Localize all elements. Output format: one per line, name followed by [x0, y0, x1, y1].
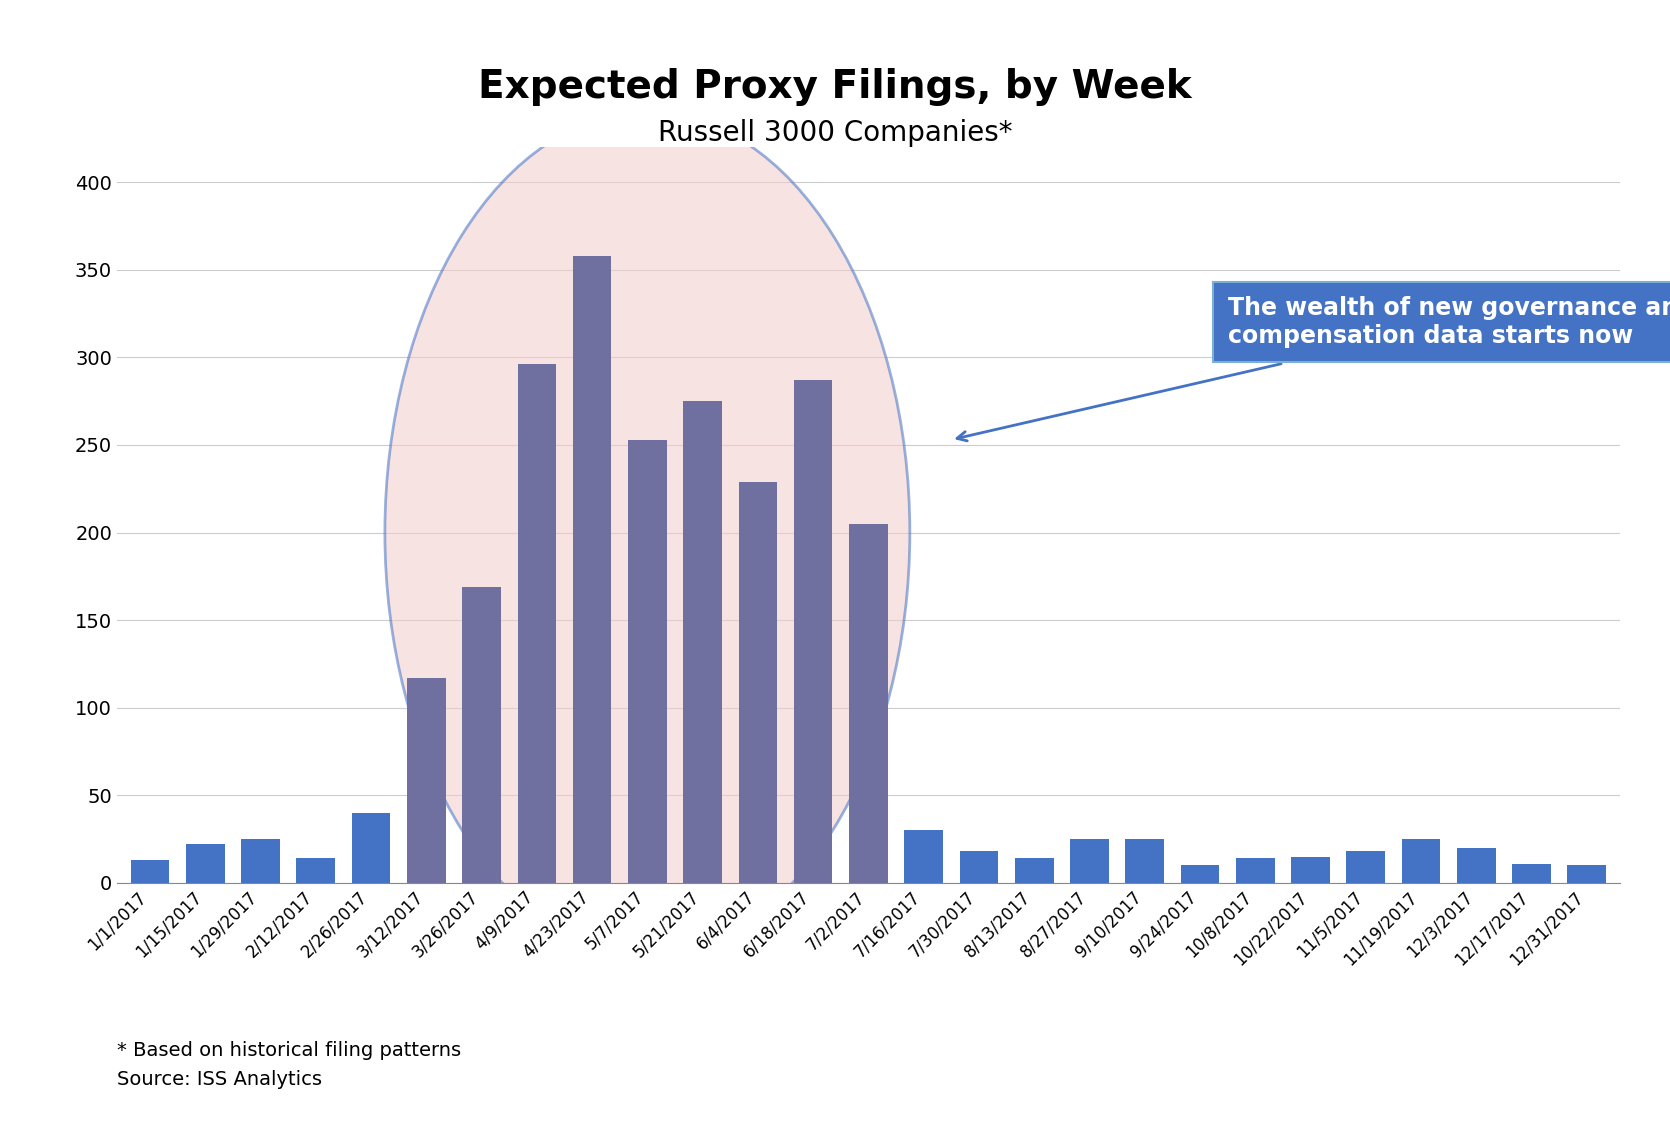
Bar: [848, 524, 888, 883]
Bar: [1568, 866, 1607, 883]
Bar: [683, 401, 721, 883]
Bar: [1126, 839, 1164, 883]
Bar: [130, 860, 169, 883]
Text: Russell 3000 Companies*: Russell 3000 Companies*: [658, 119, 1012, 147]
Bar: [1236, 858, 1274, 883]
Bar: [573, 256, 611, 883]
Bar: [1181, 866, 1219, 883]
Bar: [573, 256, 611, 883]
Bar: [1291, 857, 1329, 883]
Bar: [130, 860, 169, 883]
Bar: [793, 380, 832, 883]
Bar: [905, 831, 944, 883]
Bar: [1511, 864, 1551, 883]
Bar: [240, 839, 281, 883]
Bar: [1015, 858, 1054, 883]
Text: Source: ISS Analytics: Source: ISS Analytics: [117, 1070, 322, 1089]
Bar: [1181, 866, 1219, 883]
Bar: [848, 524, 888, 883]
Bar: [1456, 848, 1496, 883]
Bar: [683, 401, 721, 883]
Bar: [1346, 851, 1384, 883]
Text: The wealth of new governance and
compensation data starts now: The wealth of new governance and compens…: [957, 297, 1670, 440]
Bar: [1070, 839, 1109, 883]
Bar: [1015, 858, 1054, 883]
Bar: [463, 586, 501, 883]
Bar: [1236, 858, 1274, 883]
Bar: [352, 813, 391, 883]
Bar: [1346, 851, 1384, 883]
Bar: [518, 365, 556, 883]
Bar: [240, 839, 281, 883]
Bar: [738, 482, 777, 883]
Bar: [297, 858, 336, 883]
Bar: [297, 858, 336, 883]
Bar: [1568, 866, 1607, 883]
Bar: [1511, 864, 1551, 883]
Bar: [960, 851, 999, 883]
Bar: [628, 439, 666, 883]
Bar: [1456, 848, 1496, 883]
Ellipse shape: [384, 112, 910, 953]
Bar: [185, 844, 225, 883]
Bar: [407, 678, 446, 883]
Bar: [1070, 839, 1109, 883]
Bar: [352, 813, 391, 883]
Bar: [1126, 839, 1164, 883]
Bar: [960, 851, 999, 883]
Bar: [793, 380, 832, 883]
Bar: [738, 482, 777, 883]
Text: * Based on historical filing patterns: * Based on historical filing patterns: [117, 1041, 461, 1061]
Bar: [1401, 839, 1440, 883]
Bar: [518, 365, 556, 883]
Text: Expected Proxy Filings, by Week: Expected Proxy Filings, by Week: [478, 68, 1192, 106]
Bar: [463, 586, 501, 883]
Bar: [628, 439, 666, 883]
Bar: [1291, 857, 1329, 883]
Bar: [905, 831, 944, 883]
Bar: [1401, 839, 1440, 883]
Bar: [407, 678, 446, 883]
Bar: [185, 844, 225, 883]
